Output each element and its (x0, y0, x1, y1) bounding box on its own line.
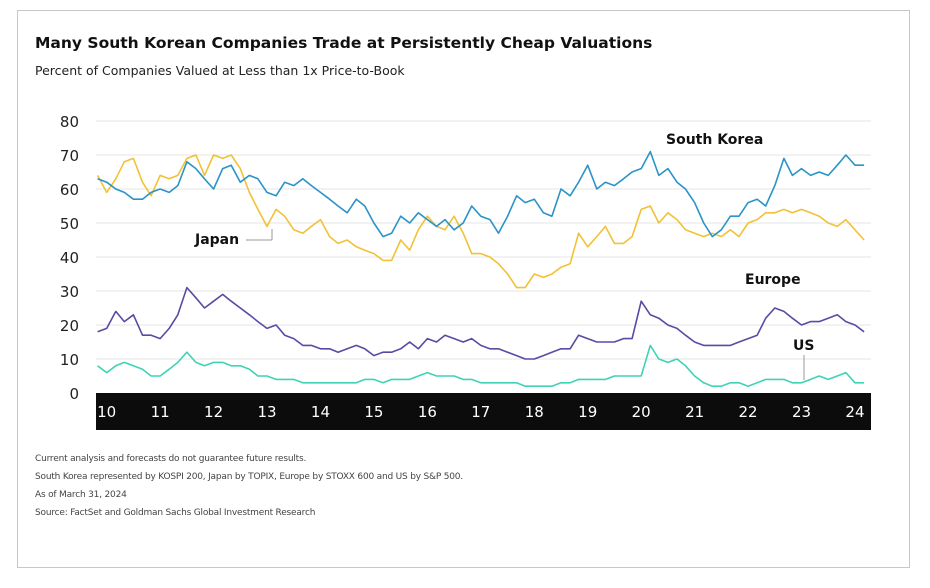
x-tick-label: 24 (845, 403, 864, 421)
footnote-date: As of March 31, 2024 (35, 490, 127, 500)
x-tick-label: 12 (204, 403, 223, 421)
footnote-disclaimer: Current analysis and forecasts do not gu… (35, 454, 307, 464)
chart-subtitle: Percent of Companies Valued at Less than… (35, 63, 405, 78)
series-label-south-korea: South Korea (666, 132, 763, 148)
y-tick-label: 10 (60, 351, 79, 369)
y-tick-label: 40 (60, 249, 79, 267)
y-tick-label: 70 (60, 147, 79, 165)
y-tick-label: 60 (60, 181, 79, 199)
x-tick-label: 19 (578, 403, 597, 421)
x-tick-label: 18 (525, 403, 544, 421)
x-tick-label: 16 (418, 403, 437, 421)
series-line-europe (97, 286, 865, 360)
series-label-europe: Europe (745, 272, 801, 288)
y-tick-label: 50 (60, 215, 79, 233)
x-axis-band (96, 393, 871, 430)
x-tick-label: 10 (97, 403, 116, 421)
line-chart: 0 10 20 30 40 50 60 70 80 10 11 12 13 14 15 16 17 18 19 20 2… (60, 113, 871, 430)
x-tick-label: 17 (471, 403, 490, 421)
y-tick-label: 20 (60, 317, 79, 335)
series-line-us (97, 344, 865, 387)
x-tick-label: 23 (792, 403, 811, 421)
series-label-japan: Japan (194, 232, 239, 248)
x-tick-label: 22 (739, 403, 758, 421)
x-tick-label: 20 (632, 403, 651, 421)
footnote-indices: South Korea represented by KOSPI 200, Ja… (35, 472, 463, 482)
chart-title: Many South Korean Companies Trade at Per… (35, 34, 653, 52)
chart-card (17, 10, 910, 568)
y-tick-label: 80 (60, 113, 79, 131)
x-tick-label: 11 (151, 403, 170, 421)
series-label-us: US (793, 338, 814, 354)
x-tick-label: 14 (311, 403, 330, 421)
x-tick-label: 15 (364, 403, 383, 421)
series-line-south-korea (97, 150, 865, 238)
footnote-source: Source: FactSet and Goldman Sachs Global… (35, 508, 316, 518)
series-line-japan (96, 154, 865, 289)
y-tick-label: 30 (60, 283, 79, 301)
x-tick-label: 21 (685, 403, 704, 421)
footnotes: Current analysis and forecasts do not gu… (35, 450, 463, 522)
y-tick-label: 0 (69, 385, 79, 403)
x-tick-label: 13 (257, 403, 276, 421)
